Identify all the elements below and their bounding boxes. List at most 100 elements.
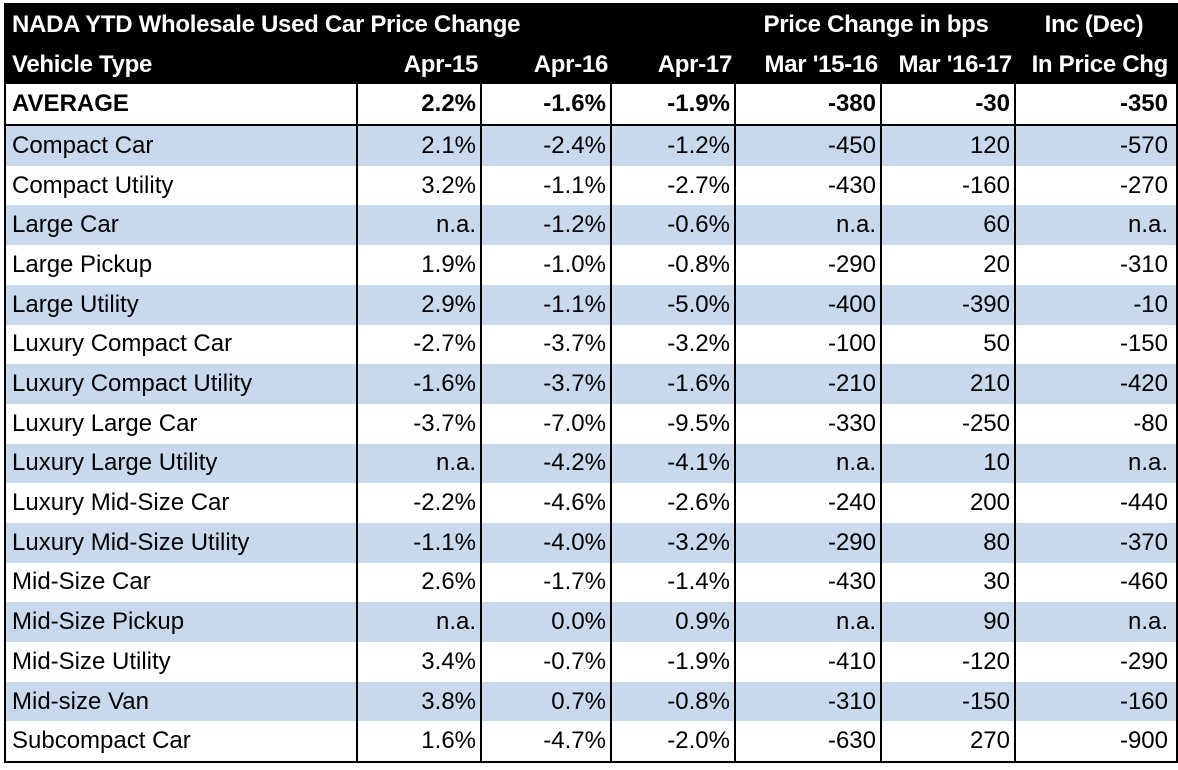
cell-apr-16: -4.2%: [482, 443, 612, 484]
row-label: Subcompact Car: [6, 721, 358, 762]
price-change-table: NADA YTD Wholesale Used Car Price Change…: [4, 3, 1178, 764]
row-label: Mid-Size Pickup: [6, 602, 358, 642]
table-row: Luxury Mid-Size Utility -1.1% -4.0% -3.2% -2…: [6, 522, 1176, 563]
col-header-mar-15-16: Mar '15-16: [764, 50, 879, 78]
row-label: Luxury Mid-Size Car: [6, 483, 358, 523]
cell-mar-16-17: -250: [882, 403, 1016, 444]
cell-apr-16: -7.0%: [482, 403, 612, 444]
cell-mar-15-16: -100: [736, 324, 882, 365]
cell-apr-17: -3.2%: [612, 324, 736, 365]
table-row: Compact Utility 3.2% -1.1% -2.7% -430 -160 -27…: [6, 165, 1176, 206]
cell-mar-16-17: 200: [882, 483, 1016, 523]
cell-apr-16: -1.2%: [482, 205, 612, 246]
table-row: Luxury Compact Car -2.7% -3.7% -3.2% -100 50 -…: [6, 324, 1176, 365]
cell-apr-17: -2.0%: [612, 721, 736, 762]
cell-apr-17: -1.2%: [612, 126, 736, 166]
cell-apr-17: -9.5%: [612, 403, 736, 444]
cell-apr-15: 1.9%: [358, 245, 482, 285]
cell-apr-17: -2.6%: [612, 483, 736, 523]
table-row: Large Car n.a. -1.2% -0.6% n.a. 60 n.a.: [6, 205, 1176, 246]
table-title: NADA YTD Wholesale Used Car Price Change: [12, 10, 521, 38]
cell-inc-price-chg: -290: [1119, 647, 1168, 675]
cell-apr-15: 3.8%: [358, 681, 482, 722]
cell-apr-16: -1.1%: [482, 165, 612, 206]
table-row: Large Pickup 1.9% -1.0% -0.8% -290 20 -310: [6, 245, 1176, 285]
cell-mar-16-17: 210: [882, 364, 1016, 404]
cell-mar-15-16: -430: [736, 165, 882, 206]
cell-apr-15: 3.2%: [358, 165, 482, 206]
table-row: Mid-Size Utility 3.4% -0.7% -1.9% -410 -120 -2…: [6, 642, 1176, 682]
cell-apr-17: -1.9%: [612, 642, 736, 682]
cell-apr-17: -0.8%: [612, 681, 736, 722]
cell-mar-15-16: -450: [736, 126, 882, 166]
row-label: Mid-Size Car: [6, 562, 358, 603]
row-label: Mid-size Van: [6, 681, 358, 722]
row-label: Luxury Compact Car: [6, 324, 358, 365]
col-header-apr-16: Apr-16: [533, 50, 609, 78]
cell-mar-15-16: -400: [736, 284, 882, 325]
cell-inc-price-chg: -460: [1119, 568, 1168, 596]
col-header-apr-15: Apr-15: [403, 50, 479, 78]
table-row: Mid-size Van 3.8% 0.7% -0.8% -310 -150 -160: [6, 681, 1176, 722]
cell-inc-price-chg: n.a.: [1127, 211, 1168, 239]
table-row: Mid-Size Car 2.6% -1.7% -1.4% -430 30 -460: [6, 562, 1176, 603]
cell-mar-15-16: -630: [736, 721, 882, 762]
cell-apr-16: -1.1%: [482, 284, 612, 325]
cell-mar-16-17: 120: [882, 126, 1016, 166]
cell-apr-16: -3.7%: [482, 364, 612, 404]
cell-mar-16-17: -30: [882, 84, 1016, 125]
cell-apr-17: -1.4%: [612, 562, 736, 603]
cell-inc-price-chg: -160: [1119, 687, 1168, 715]
cell-apr-15: 3.4%: [358, 642, 482, 682]
cell-apr-17: -3.2%: [612, 522, 736, 563]
row-label: Large Utility: [6, 284, 358, 325]
cell-inc-price-chg: n.a.: [1127, 608, 1168, 636]
cell-inc-price-chg: -270: [1119, 171, 1168, 199]
cell-apr-16: 0.0%: [482, 602, 612, 642]
cell-inc-price-chg: -370: [1119, 528, 1168, 556]
cell-mar-16-17: 10: [882, 443, 1016, 484]
col-header-apr-17: Apr-17: [657, 50, 733, 78]
cell-mar-15-16: -310: [736, 681, 882, 722]
cell-mar-16-17: 20: [882, 245, 1016, 285]
cell-apr-16: -0.7%: [482, 642, 612, 682]
cell-apr-15: 2.9%: [358, 284, 482, 325]
cell-mar-16-17: -160: [882, 165, 1016, 206]
cell-mar-16-17: 50: [882, 324, 1016, 365]
cell-mar-15-16: -290: [736, 522, 882, 563]
cell-apr-16: -1.0%: [482, 245, 612, 285]
cell-inc-price-chg: -420: [1119, 370, 1168, 398]
cell-apr-15: n.a.: [358, 205, 482, 246]
col-header-vehicle-type: Vehicle Type: [12, 50, 153, 78]
cell-apr-17: -5.0%: [612, 284, 736, 325]
cell-mar-16-17: 60: [882, 205, 1016, 246]
cell-apr-15: -2.2%: [358, 483, 482, 523]
cell-apr-17: -1.6%: [612, 364, 736, 404]
cell-inc-price-chg: -350: [1119, 90, 1168, 118]
cell-inc-price-chg: n.a.: [1127, 449, 1168, 477]
cell-mar-15-16: -210: [736, 364, 882, 404]
cell-apr-16: -2.4%: [482, 126, 612, 166]
row-label: Mid-Size Utility: [6, 642, 358, 682]
cell-mar-16-17: -390: [882, 284, 1016, 325]
cell-inc-price-chg: -440: [1119, 489, 1168, 517]
cell-apr-15: n.a.: [358, 443, 482, 484]
cell-apr-15: 2.2%: [358, 84, 482, 125]
table-row: Subcompact Car 1.6% -4.7% -2.0% -630 270 -900: [6, 721, 1176, 762]
cell-mar-16-17: 80: [882, 522, 1016, 563]
cell-apr-16: -4.0%: [482, 522, 612, 563]
row-label: AVERAGE: [6, 84, 358, 125]
cell-apr-16: -1.6%: [482, 84, 612, 125]
cell-apr-15: n.a.: [358, 602, 482, 642]
cell-inc-price-chg: -310: [1119, 250, 1168, 278]
cell-apr-17: -0.6%: [612, 205, 736, 246]
table-row: Luxury Compact Utility -1.6% -3.7% -1.6% -21…: [6, 364, 1176, 404]
cell-mar-15-16: -380: [736, 84, 882, 125]
inc-group-header: Inc (Dec): [1044, 10, 1144, 38]
cell-mar-15-16: n.a.: [736, 602, 882, 642]
cell-apr-15: 2.1%: [358, 126, 482, 166]
table-row: Luxury Large Utility n.a. -4.2% -4.1% n.a. 10…: [6, 443, 1176, 484]
cell-inc-price-chg: -10: [1133, 290, 1168, 318]
cell-apr-16: -4.7%: [482, 721, 612, 762]
cell-apr-16: -3.7%: [482, 324, 612, 365]
